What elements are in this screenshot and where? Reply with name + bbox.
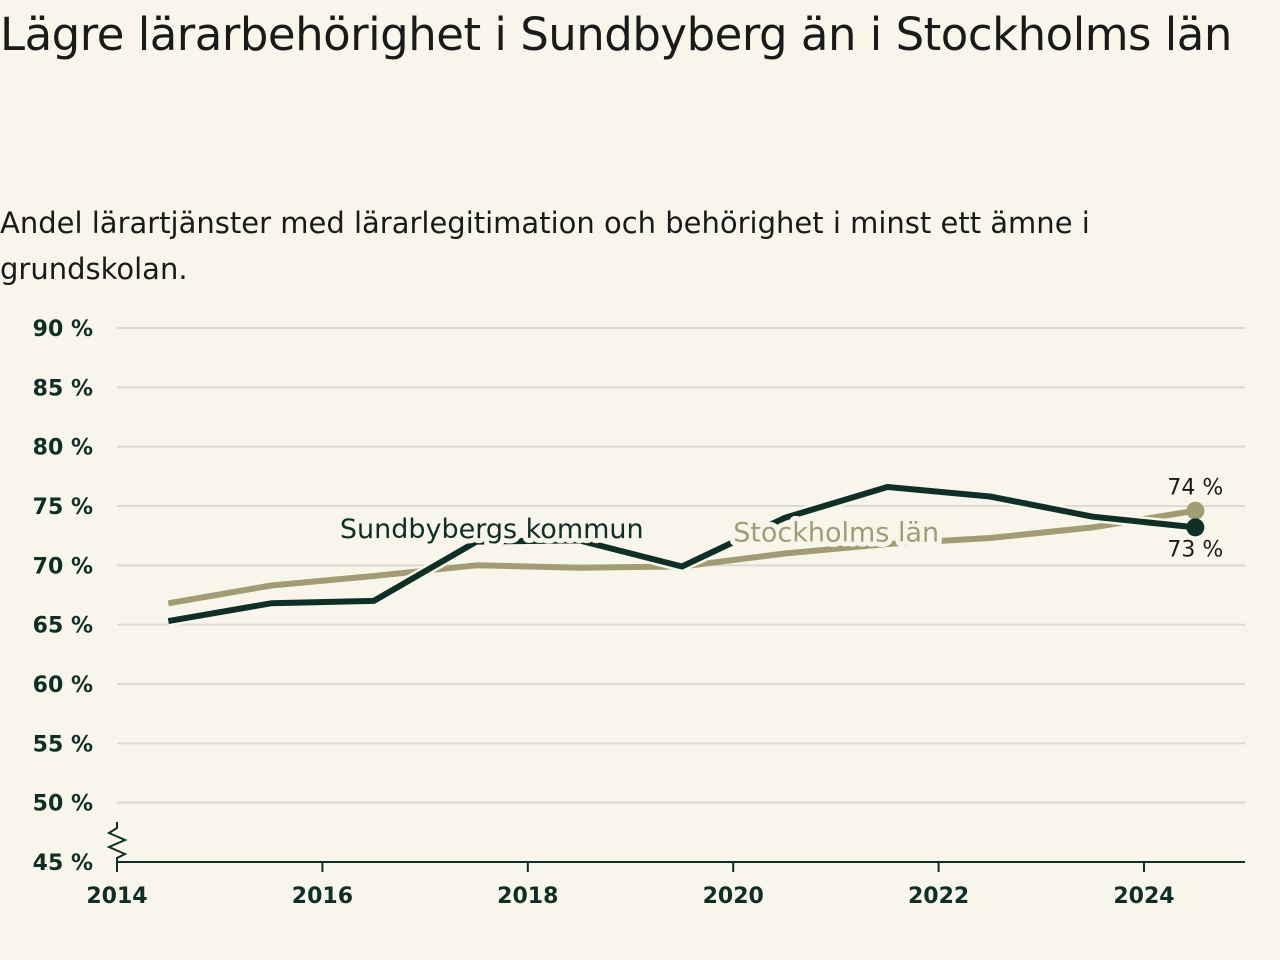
series-end-marker-sundbyberg (1186, 518, 1205, 537)
x-tick-label-2022: 2022 (908, 884, 969, 909)
x-tick-label-2014: 2014 (86, 884, 147, 909)
y-tick-label-50: 50 % (33, 792, 93, 817)
y-tick-label-75: 75 % (33, 495, 93, 520)
y-tick-label-70: 70 % (33, 554, 93, 579)
x-tick-label-2016: 2016 (292, 884, 353, 909)
x-tick-label-2024: 2024 (1113, 884, 1174, 909)
y-tick-label-85: 85 % (33, 376, 93, 401)
y-tick-label-60: 60 % (33, 673, 93, 698)
y-tick-label-55: 55 % (33, 732, 93, 757)
y-axis-ticks: 45 % 50 % 55 % 60 % 65 % 70 % 75 % 80 % 85 % 90 % (33, 317, 93, 876)
x-tick-label-2018: 2018 (497, 884, 558, 909)
series-end-marker-stockholm (1186, 501, 1205, 520)
x-axis: 2014 2016 2018 2020 2022 2024 (86, 822, 1245, 909)
end-label-stockholm: 74 % (1167, 476, 1223, 501)
series-lines (167, 481, 1205, 627)
y-tick-label-80: 80 % (33, 436, 93, 461)
series-labels: Sundbybergs kommun Stockholms län 74 % 73 % (335, 476, 1223, 563)
y-tick-label-90: 90 % (33, 317, 93, 342)
series-line-stockholm (167, 507, 1196, 607)
y-axis-break-icon (106, 822, 128, 862)
chart-subtitle: Andel lärartjänster med lärarlegitimatio… (0, 206, 1090, 286)
series-label-sundbyberg: Sundbybergs kommun (340, 514, 644, 545)
chart-title: Lägre lärarbehörighet i Sundbyberg än i … (0, 8, 1232, 61)
series-line-sundbyberg (167, 484, 1196, 625)
x-tick-label-2020: 2020 (703, 884, 764, 909)
y-tick-label-65: 65 % (33, 614, 93, 639)
y-tick-label-45: 45 % (33, 851, 93, 876)
series-label-stockholm: Stockholms län (733, 518, 939, 549)
end-label-sundbyberg: 73 % (1167, 537, 1223, 562)
